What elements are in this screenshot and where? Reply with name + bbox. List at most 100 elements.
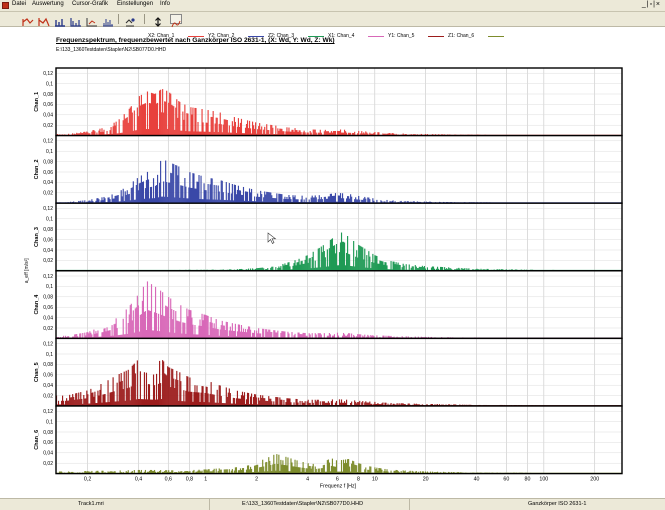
- menu-cursor-grafik[interactable]: Cursor-Grafik: [72, 1, 109, 7]
- toolbar-separator: [144, 14, 145, 24]
- y-tick-label: 0,12: [43, 206, 53, 212]
- status-path: E:\133_1360Testdaten\Stapler\N2\SB077D0.…: [210, 499, 410, 510]
- legend-swatch: [248, 36, 264, 37]
- x-tick-label: 4: [306, 477, 309, 483]
- menu-auswertung[interactable]: Auswertung: [32, 1, 64, 7]
- legend: X2: Chan_1 Y2: Chan_2 Z2: Chan_3 X1: Cha…: [148, 33, 508, 41]
- y-tick-label: 0,06: [43, 102, 53, 108]
- x-tick-label: 0,2: [84, 477, 91, 483]
- x-tick-label: 1: [204, 477, 207, 483]
- status-bar: Track1.mri E:\133_1360Testdaten\Stapler\…: [0, 498, 665, 510]
- series-label: Chan_6: [34, 430, 40, 450]
- x-tick-label: 0,6: [165, 477, 172, 483]
- status-file: Track1.mri: [0, 499, 210, 510]
- series-label: Chan_1: [34, 92, 40, 112]
- x-tick-label: 200: [590, 477, 599, 483]
- y-tick-label: 0,1: [46, 284, 53, 290]
- x-tick-label: 2: [255, 477, 258, 483]
- y-tick-label: 0,04: [43, 383, 53, 389]
- y-tick-label: 0,02: [43, 123, 53, 129]
- legend-label-x2: X2: Chan_1: [148, 33, 175, 39]
- y-tick-label: 0,1: [46, 81, 53, 87]
- plot-title: Frequenzspektrum, frequenzbewertet nach …: [56, 37, 335, 44]
- legend-label-z2: Z2: Chan_3: [268, 33, 295, 39]
- y-tick-label: 0,12: [43, 409, 53, 415]
- y-tick-label: 0,04: [43, 315, 53, 321]
- menu-info[interactable]: Info: [160, 1, 171, 7]
- plot-header: Frequenzspektrum, frequenzbewertet nach …: [0, 27, 665, 65]
- y-tick-label: 0,04: [43, 180, 53, 186]
- y-tick-label: 0,02: [43, 326, 53, 332]
- arrow-updown-icon[interactable]: [152, 14, 164, 27]
- y-tick-label: 0,12: [43, 71, 53, 77]
- y-tick-label: 0,08: [43, 159, 53, 165]
- status-evaluation: Ganzkörper ISO 2631-1: [528, 501, 587, 507]
- y-tick-label: 0,04: [43, 451, 53, 457]
- menu-datei[interactable]: Datei: [12, 1, 27, 7]
- series-label: Chan_5: [34, 362, 40, 382]
- series-label: Chan_4: [34, 294, 40, 315]
- legend-swatch: [368, 36, 384, 37]
- peak-chart-icon[interactable]: [102, 14, 114, 27]
- y-tick-label: 0,06: [43, 440, 53, 446]
- bar-chart-alt-icon[interactable]: [70, 14, 82, 27]
- y-tick-label: 0,08: [43, 92, 53, 98]
- spectrum-chart: 0,020,040,060,080,10,12Chan_10,020,040,0…: [24, 67, 623, 490]
- y-tick-label: 0,1: [46, 149, 53, 155]
- y-tick-label: 0,04: [43, 248, 53, 254]
- x-tick-label: 8: [357, 477, 360, 483]
- x-tick-label: 40: [474, 477, 480, 483]
- x-axis-label: Frequenz f [Hz]: [320, 484, 357, 490]
- mouse-cursor-icon: [267, 232, 277, 244]
- y-tick-label: 0,06: [43, 170, 53, 176]
- panel-frame: [55, 405, 623, 475]
- x-tick-label: 20: [423, 477, 429, 483]
- bar-chart-icon[interactable]: [54, 14, 66, 27]
- y-tick-label: 0,02: [43, 393, 53, 399]
- legend-label-x1: X1: Chan_4: [328, 33, 355, 39]
- x-tick-label: 100: [539, 477, 548, 483]
- overlay-chart-icon[interactable]: [22, 14, 34, 26]
- y-tick-label: 0,08: [43, 295, 53, 301]
- y-tick-label: 0,12: [43, 139, 53, 145]
- legend-swatch: [188, 36, 204, 37]
- y-tick-label: 0,1: [46, 419, 53, 425]
- file-path: E:\133_1360Testdaten\Stapler\N2\SB077D0.…: [56, 47, 167, 53]
- y-tick-label: 0,02: [43, 258, 53, 264]
- y-tick-label: 0,02: [43, 191, 53, 197]
- panel-background: [56, 406, 622, 474]
- axis-chart-icon[interactable]: [86, 14, 98, 27]
- legend-swatch: [308, 36, 324, 37]
- x-tick-label: 10: [372, 477, 378, 483]
- y-tick-label: 0,02: [43, 461, 53, 467]
- y-tick-label: 0,1: [46, 217, 53, 223]
- x-tick-label: 60: [503, 477, 509, 483]
- app-icon[interactable]: [2, 2, 9, 9]
- x-tick-label: 80: [525, 477, 531, 483]
- y-tick-label: 0,06: [43, 237, 53, 243]
- zoom-icon[interactable]: [124, 14, 136, 27]
- y-tick-label: 0,08: [43, 430, 53, 436]
- mark-chart-icon[interactable]: [38, 14, 50, 27]
- x-tick-label: 0,4: [135, 477, 142, 483]
- y-tick-label: 0,06: [43, 373, 53, 379]
- y-axis-label: a_eff [m/s²]: [24, 258, 30, 284]
- series-label: Chan_3: [34, 227, 40, 247]
- y-tick-label: 0,12: [43, 341, 53, 347]
- legend-swatch: [488, 36, 504, 37]
- curve-icon[interactable]: [170, 14, 182, 28]
- series-label: Chan_2: [34, 159, 40, 179]
- window-controls[interactable]: _|▫|×: [641, 1, 661, 8]
- legend-label-y2: Y2: Chan_2: [208, 33, 235, 39]
- menu-einstellungen[interactable]: Einstellungen: [117, 1, 154, 7]
- x-tick-label: 6: [336, 477, 339, 483]
- legend-label-z1: Z1: Chan_6: [448, 33, 475, 39]
- y-tick-label: 0,12: [43, 274, 53, 280]
- y-tick-label: 0,1: [46, 352, 53, 358]
- toolbar: [0, 12, 665, 28]
- menu-bar: Datei Auswertung Cursor-Grafik Einstellu…: [0, 0, 665, 12]
- y-tick-label: 0,06: [43, 305, 53, 311]
- y-tick-label: 0,04: [43, 113, 53, 119]
- toolbar-separator: [118, 14, 119, 24]
- y-tick-label: 0,08: [43, 362, 53, 368]
